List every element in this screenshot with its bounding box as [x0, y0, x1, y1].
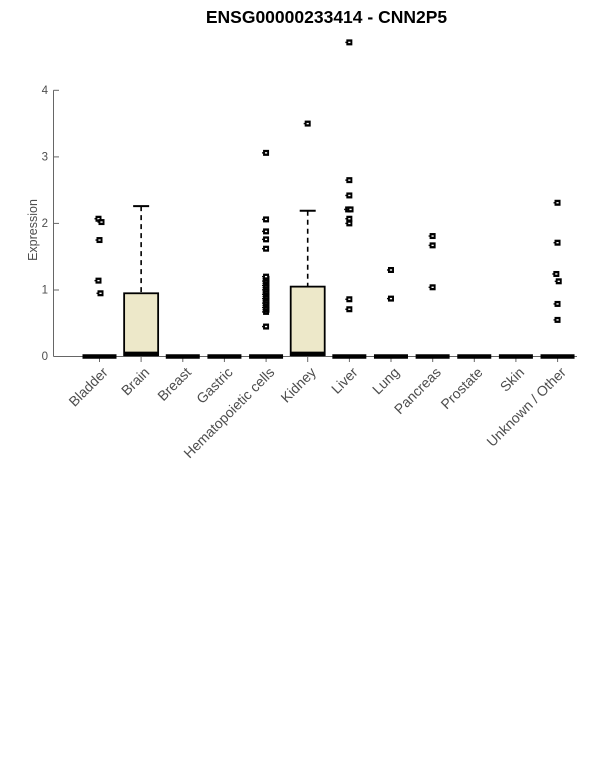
svg-text:4: 4: [42, 85, 49, 97]
svg-text:1: 1: [42, 285, 48, 297]
svg-text:2: 2: [42, 218, 48, 230]
svg-text:3: 3: [42, 152, 48, 164]
svg-text:0: 0: [42, 351, 48, 363]
